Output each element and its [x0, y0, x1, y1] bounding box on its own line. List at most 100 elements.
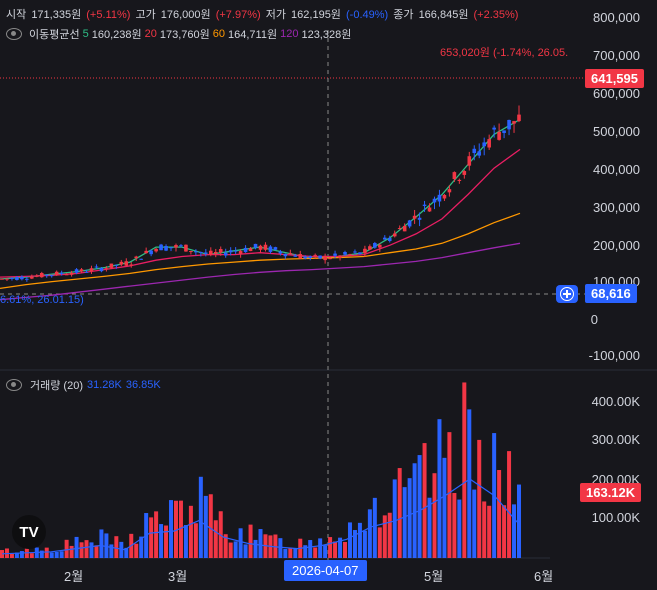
candle-body [20, 276, 24, 280]
candle-body [492, 127, 496, 130]
volume-bar [99, 529, 104, 558]
volume-bar [392, 479, 397, 558]
eye-icon[interactable] [6, 28, 22, 40]
candle-body [10, 277, 14, 279]
volume-bar [54, 551, 59, 558]
volume-bar [49, 552, 54, 558]
volume-ma-line [1, 478, 520, 555]
volume-bar [343, 542, 348, 558]
volume-bar [347, 522, 352, 558]
candle-body [238, 251, 243, 254]
volume-bar [512, 504, 517, 558]
volume-bar [79, 542, 84, 558]
candle-body [447, 189, 452, 193]
candle-body [512, 121, 516, 124]
volume-bar [417, 455, 422, 558]
candle-body [39, 273, 44, 278]
candle-body [502, 130, 506, 134]
volume-bar [69, 545, 74, 558]
ma-title: 이동평균선 [29, 29, 80, 41]
candle-body [298, 254, 303, 259]
price-axis-label: 0 [590, 312, 598, 327]
volume-bar [238, 528, 243, 558]
candle-body [159, 244, 163, 251]
candle-body [228, 250, 233, 253]
volume-bar [452, 493, 457, 558]
volume-bar [159, 524, 164, 558]
add-alert-button[interactable] [556, 285, 578, 303]
candle-body [422, 204, 427, 206]
volume-bar [104, 533, 109, 558]
volume-bar [248, 524, 253, 558]
volume-bar [288, 547, 293, 558]
ma20-period: 20 [144, 28, 157, 40]
time-axis-label: 5월 [424, 569, 444, 584]
eye-icon[interactable] [6, 379, 22, 391]
volume-bar [228, 542, 233, 558]
ma-legend[interactable]: 이동평균선 5 160,238원 20 173,760원 60 164,711원… [6, 26, 351, 42]
candle-body [517, 114, 521, 122]
volume-bar [318, 538, 323, 558]
volume-bar [59, 551, 64, 558]
volume-bar [183, 525, 188, 558]
volume-bar [308, 540, 313, 558]
candle-body [378, 244, 382, 248]
candle-body [343, 251, 347, 255]
candle-body [208, 250, 213, 255]
candle-body [233, 250, 238, 252]
volume-bar [328, 537, 333, 558]
volume-bar [84, 540, 89, 558]
candle-body [457, 179, 462, 181]
high-value: 176,000원 [160, 9, 211, 21]
volume-bar [139, 536, 144, 558]
volume-bar [437, 419, 442, 558]
open-value: 171,335원 [31, 9, 82, 21]
candle-body [64, 274, 69, 276]
candle-body [74, 269, 79, 273]
candle-body [333, 253, 337, 256]
candle-body [442, 194, 447, 199]
price-axis-label: 700,000 [593, 48, 640, 63]
candle-body [114, 264, 119, 266]
candle-body [387, 238, 392, 242]
volume-value-1: 31.28K [86, 379, 122, 391]
candle-body [174, 245, 178, 248]
candle-body [30, 276, 34, 279]
candle-body [164, 246, 168, 251]
candle-body [218, 249, 223, 253]
candle-body [487, 139, 491, 148]
candle-body [452, 172, 457, 180]
candle-body [273, 247, 278, 250]
volume-bar [352, 530, 357, 558]
candle-body [49, 275, 54, 277]
time-axis-label: 6월 [534, 569, 554, 584]
volume-bar [154, 511, 159, 558]
candle-body [268, 246, 273, 252]
candle-body [338, 255, 342, 258]
tradingview-logo[interactable]: TV [12, 515, 46, 549]
volume-bar [134, 543, 139, 558]
volume-bar [412, 463, 417, 558]
low-change: (-0.49%) [346, 9, 389, 21]
volume-legend[interactable]: 거래량 (20) 31.28K 36.85K [6, 377, 161, 393]
volume-bar [313, 547, 318, 558]
candle-body [407, 220, 412, 227]
candle-body [169, 247, 173, 249]
volume-bar [253, 539, 258, 558]
volume-bar [119, 541, 124, 558]
volume-bar [457, 499, 462, 558]
volume-bar [402, 487, 407, 558]
candle-body [477, 151, 482, 156]
candle-body [392, 233, 397, 237]
volume-bar [497, 470, 502, 558]
volume-bar [507, 451, 512, 558]
ma120-line [0, 242, 521, 301]
price-axis-label: 800,000 [593, 10, 640, 25]
volume-bar [387, 512, 392, 558]
candle-body [84, 271, 89, 273]
volume-bar [362, 530, 367, 558]
volume-bar [372, 497, 377, 558]
ma120-value: 123,328원 [301, 29, 352, 41]
